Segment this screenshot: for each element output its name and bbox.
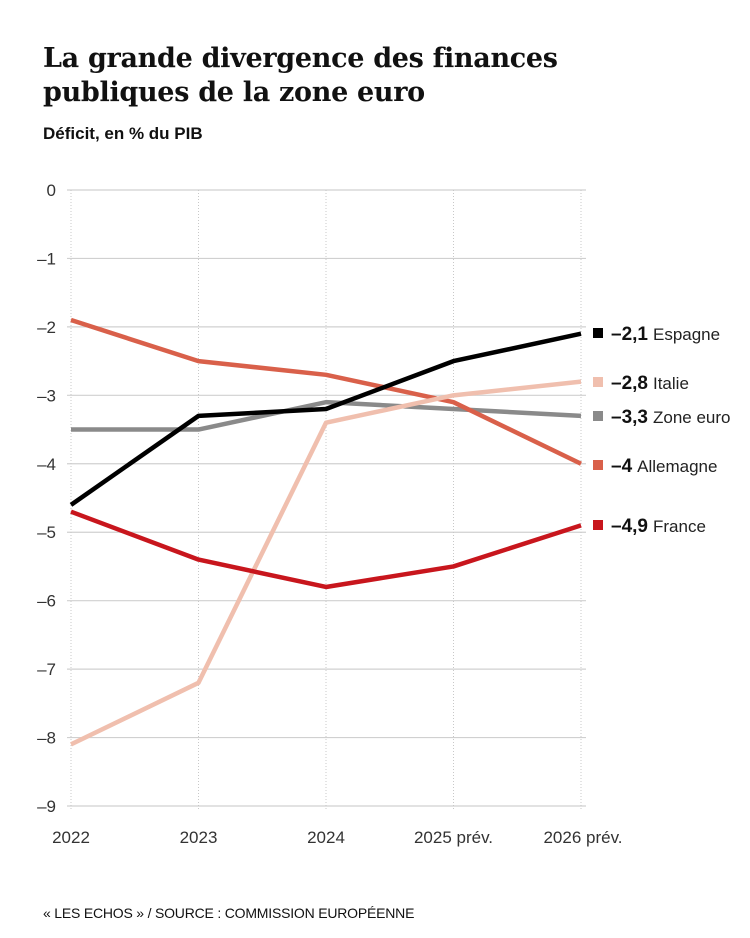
legend-swatch-allemagne	[593, 460, 603, 470]
end-label-value: –2,8	[611, 373, 648, 394]
source-note: « LES ECHOS » / SOURCE : COMMISSION EURO…	[43, 905, 415, 921]
series-lines	[69, 317, 582, 747]
legend-swatch-espagne	[593, 328, 603, 338]
end-label-name: France	[653, 517, 706, 536]
end-label-italie: –2,8 Italie	[611, 373, 689, 394]
y-tick-label: –1	[37, 249, 56, 268]
series-line-italie	[70, 379, 582, 747]
end-label-france: –4,9 France	[611, 516, 706, 537]
end-label-value: –2,1	[611, 324, 648, 345]
y-tick-label: –2	[37, 318, 56, 337]
y-tick-label: –7	[37, 660, 56, 679]
end-label-value: –3,3	[611, 407, 648, 428]
end-labels: –2,1 Espagne –2,8 Italie –3,3 Zone euro –4 Alle…	[593, 324, 730, 537]
grid	[67, 189, 586, 810]
end-label-value: –4	[611, 456, 633, 477]
y-tick-label: 0	[47, 181, 56, 200]
y-axis-ticks: 0 –1 –2 –3 –4 –5 –6 –7 –8 –9	[37, 181, 56, 816]
x-axis-ticks: 2022 2023 2024 2025 prév. 2026 prév.	[52, 828, 622, 847]
end-label-value: –4,9	[611, 516, 648, 537]
end-label-name: Zone euro	[653, 408, 731, 427]
y-tick-label: –4	[37, 455, 56, 474]
legend-swatch-france	[593, 520, 603, 530]
end-label-name: Italie	[653, 374, 689, 393]
end-label-name: Allemagne	[637, 457, 717, 476]
legend-swatch-italie	[593, 377, 603, 387]
x-tick-label: 2023	[180, 828, 218, 847]
y-tick-label: –9	[37, 797, 56, 816]
series-line-france	[70, 509, 582, 590]
chart-title: La grande divergence des finances publiq…	[43, 43, 558, 108]
end-label-name: Espagne	[653, 325, 720, 344]
x-tick-label: 2024	[307, 828, 345, 847]
y-tick-label: –5	[37, 523, 56, 542]
y-tick-label: –6	[37, 592, 56, 611]
end-label-zone-euro: –3,3 Zone euro	[611, 407, 730, 428]
y-tick-label: –8	[37, 729, 56, 748]
series-line-espagne	[69, 331, 582, 507]
legend-swatch-zone-euro	[593, 411, 603, 421]
end-label-allemagne: –4 Allemagne	[611, 456, 717, 477]
series-line-allemagne	[70, 317, 582, 466]
x-tick-label: 2022	[52, 828, 90, 847]
chart-subtitle: Déficit, en % du PIB	[43, 124, 203, 143]
x-tick-label: 2026 prév.	[543, 828, 622, 847]
y-tick-label: –3	[37, 386, 56, 405]
x-tick-label: 2025 prév.	[414, 828, 493, 847]
series-line-zone-euro	[71, 399, 582, 432]
end-label-espagne: –2,1 Espagne	[611, 324, 720, 345]
